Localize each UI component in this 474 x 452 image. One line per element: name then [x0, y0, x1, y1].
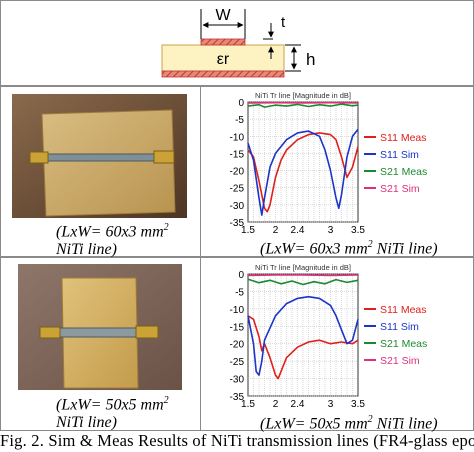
substrate: [161, 44, 285, 72]
niti-strip: [45, 153, 157, 162]
right-connector: [153, 150, 175, 164]
niti-strip-2: [57, 327, 139, 338]
left-connector-2: [39, 326, 61, 339]
diagram-frame: W t h εr: [0, 0, 474, 86]
y-tick-label: -30: [230, 375, 245, 386]
x-tick-label: 3.5: [351, 225, 365, 236]
chart-title: NiTi Tr line [Magnitude in dB]: [255, 263, 351, 272]
permittivity-label: εr: [217, 51, 230, 68]
legend-label-2: S21 Meas: [380, 338, 427, 350]
x-tick-label: 3: [328, 399, 334, 410]
row2-photo: [18, 264, 182, 390]
y-tick-label: -5: [235, 115, 244, 126]
legend-label-1: S11 Sim: [380, 321, 419, 333]
row2-photo-caption: (LxW= 50x5 mm2 NiTi line): [56, 395, 169, 432]
x-tick-label: 2: [273, 225, 279, 236]
y-tick-label: -5: [235, 287, 244, 298]
series-line-1: [247, 128, 359, 216]
legend-label-3: S21 Sim: [380, 355, 420, 367]
microstrip-cross-section-diagram: W t h εr: [161, 7, 315, 78]
right-connector-2: [135, 325, 159, 339]
row1-chart-caption: (LxW= 60x3 mm2 NiTi line): [260, 239, 438, 258]
y-tick-label: -35: [230, 218, 245, 229]
row1-photo: [12, 94, 187, 218]
figure-caption: Fig. 2. Sim & Meas Results of NiTi trans…: [0, 431, 474, 450]
y-tick-label: 0: [238, 98, 244, 109]
series-line-0: [247, 315, 359, 380]
height-label: h: [306, 50, 315, 69]
x-tick-label: 2.4: [291, 225, 305, 236]
legend-label-3: S21 Sim: [380, 183, 420, 195]
x-tick-label: 1.5: [241, 399, 255, 410]
thickness-label: t: [281, 14, 286, 31]
y-tick-label: -30: [230, 201, 245, 212]
top-strip: [200, 38, 246, 46]
row2-chart-caption: (LxW= 50x5 mm2 NiTi line): [260, 414, 438, 433]
x-tick-label: 2: [273, 399, 279, 410]
chart-2: NiTi Tr line [Magnitude in dB] 0 -5 -10 -15 -…: [230, 263, 428, 410]
legend-label-2: S21 Meas: [380, 166, 427, 178]
series-line-2: [247, 278, 359, 286]
legend-label-0: S11 Meas: [380, 132, 427, 144]
y-tick-label: -25: [230, 184, 245, 195]
chart-title: NiTi Tr line [Magnitude in dB]: [255, 91, 351, 100]
y-tick-label: -35: [230, 392, 245, 403]
x-tick-label: 2.4: [291, 399, 305, 410]
series-line-1: [247, 295, 359, 376]
y-tick-label: 0: [238, 270, 244, 281]
width-label: W: [215, 7, 231, 24]
y-tick-label: -20: [230, 167, 245, 178]
legend-label-0: S11 Meas: [380, 304, 427, 316]
chart-1: NiTi Tr line [Magnitude in dB] 0 -5 -10 -15 -…: [230, 91, 428, 236]
y-tick-label: -15: [230, 322, 245, 333]
y-tick-label: -10: [230, 305, 245, 316]
ground-plane: [161, 70, 285, 78]
y-tick-label: -25: [230, 357, 245, 368]
x-tick-label: 3: [328, 225, 334, 236]
left-connector: [29, 151, 49, 164]
series-line-2: [247, 103, 359, 108]
y-tick-label: -10: [230, 132, 245, 143]
legend-label-1: S11 Sim: [380, 149, 419, 161]
pcb-board: [41, 109, 176, 217]
x-tick-label: 1.5: [241, 225, 255, 236]
y-tick-label: -20: [230, 340, 245, 351]
row1-photo-caption: (LxW= 60x3 mm2 NiTi line): [56, 222, 169, 259]
y-tick-label: -15: [230, 149, 245, 160]
x-tick-label: 3.5: [351, 399, 365, 410]
